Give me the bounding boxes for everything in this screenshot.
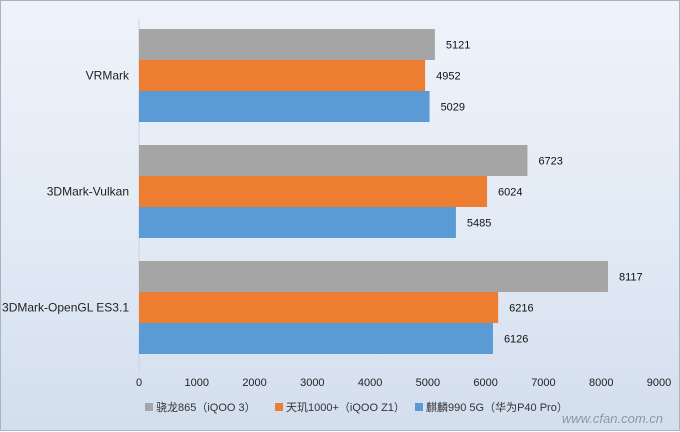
legend-label-2: 天玑1000+（iQOO Z1）: [286, 401, 405, 414]
bar-3-series-2: [139, 292, 499, 323]
legend-swatch-1: [145, 403, 153, 411]
legend-label-1: 骁龙865（iQOO 3）: [156, 400, 256, 414]
legend-swatch-2: [275, 403, 283, 411]
category-label-1: VRMark: [86, 69, 130, 83]
data-label-2-series-1: 6723: [538, 156, 562, 168]
legend-swatch-3: [415, 403, 423, 411]
bar-2-series-3: [139, 207, 456, 238]
bar-3-series-1: [139, 261, 608, 292]
data-label-1-series-3: 5029: [441, 102, 465, 114]
bar-2-series-2: [139, 176, 488, 207]
data-label-3-series-1: 8117: [619, 272, 643, 284]
x-tick-label-8: 7000: [531, 377, 555, 389]
data-label-1-series-2: 4952: [436, 71, 460, 83]
category-label-2: 3DMark-Vulkan: [47, 185, 129, 199]
data-label-3-series-2: 6216: [509, 303, 533, 315]
legend-label-3: 麒麟990 5G（华为P40 Pro）: [426, 400, 568, 414]
data-label-2-series-3: 5485: [467, 218, 491, 230]
bar-1-series-2: [139, 60, 426, 91]
data-label-1-series-1: 5121: [446, 40, 470, 52]
x-tick-label-10: 9000: [647, 377, 671, 389]
watermark-text: www.cfan.com.cn: [562, 411, 663, 426]
data-label-3-series-3: 6126: [504, 334, 528, 346]
x-tick-label-4: 3000: [300, 377, 324, 389]
bar-2-series-1: [139, 145, 528, 176]
x-tick-label-2: 1000: [185, 377, 209, 389]
bar-3-series-3: [139, 323, 493, 354]
bar-1-series-1: [139, 29, 435, 60]
bar-1-series-3: [139, 91, 430, 122]
x-tick-label-9: 8000: [589, 377, 613, 389]
data-label-2-series-2: 6024: [498, 187, 522, 199]
x-tick-label-3: 2000: [242, 377, 266, 389]
x-tick-label-7: 6000: [473, 377, 497, 389]
x-tick-label-1: 0: [136, 377, 142, 389]
category-label-3: 3DMark-OpenGL ES3.1: [2, 301, 129, 315]
x-tick-label-5: 4000: [358, 377, 382, 389]
x-tick-label-6: 5000: [416, 377, 440, 389]
